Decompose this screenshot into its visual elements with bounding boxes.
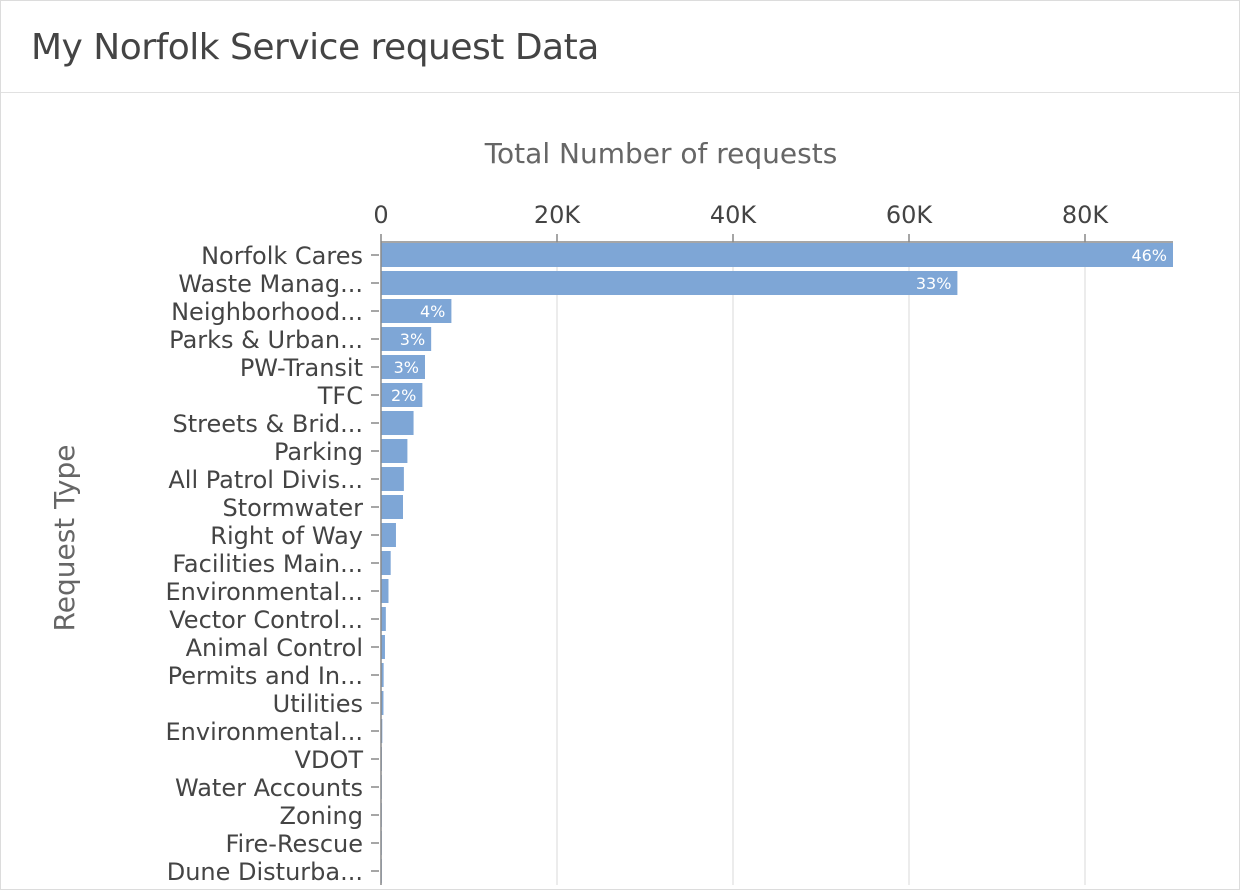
bar[interactable] bbox=[381, 523, 396, 547]
bar[interactable] bbox=[381, 327, 432, 351]
label-layer: Norfolk Cares 46% Waste Manag... 33% Neighbo… bbox=[165, 242, 1167, 886]
category-label: Facilities Main... bbox=[172, 550, 363, 578]
category-label: Stormwater bbox=[222, 494, 363, 522]
category-label: Dune Disturba... bbox=[167, 858, 363, 886]
bar-data-label: 33% bbox=[916, 274, 952, 293]
bar[interactable] bbox=[381, 635, 385, 659]
category-label: Waste Manag... bbox=[178, 270, 363, 298]
bar[interactable] bbox=[381, 467, 404, 491]
bar[interactable] bbox=[381, 243, 1173, 267]
category-label: Permits and In... bbox=[168, 662, 363, 690]
bar[interactable] bbox=[381, 439, 408, 463]
category-label: Vector Control... bbox=[169, 606, 363, 634]
bar[interactable] bbox=[381, 691, 384, 715]
category-label: Environmental... bbox=[165, 718, 363, 746]
category-label: Streets & Brid... bbox=[172, 410, 363, 438]
x-tick-label: 0 bbox=[373, 201, 388, 229]
category-label: Zoning bbox=[280, 802, 363, 830]
bar[interactable] bbox=[381, 271, 958, 295]
category-label: Parks & Urban... bbox=[169, 326, 363, 354]
bar[interactable] bbox=[381, 299, 452, 323]
category-label: All Patrol Divis... bbox=[168, 466, 363, 494]
bar-data-label: 2% bbox=[391, 386, 416, 405]
category-label: Water Accounts bbox=[175, 774, 363, 802]
category-label: TFC bbox=[317, 382, 363, 410]
category-label: PW-Transit bbox=[240, 354, 363, 382]
bar[interactable] bbox=[381, 411, 414, 435]
category-label: Environmental... bbox=[165, 578, 363, 606]
bar[interactable] bbox=[381, 495, 403, 519]
y-axis-title: Request Type bbox=[48, 445, 81, 632]
category-label: Parking bbox=[274, 438, 363, 466]
bar[interactable] bbox=[381, 551, 391, 575]
category-label: Norfolk Cares bbox=[201, 242, 363, 270]
category-label: Right of Way bbox=[210, 522, 363, 550]
category-label: Utilities bbox=[273, 690, 363, 718]
bar[interactable] bbox=[381, 355, 425, 379]
bar-data-label: 3% bbox=[400, 330, 425, 349]
category-label: VDOT bbox=[295, 746, 364, 774]
category-label: Animal Control bbox=[186, 634, 363, 662]
x-tick-label: 20K bbox=[534, 201, 582, 229]
bar-data-label: 4% bbox=[420, 302, 445, 321]
x-tick-label: 80K bbox=[1062, 201, 1110, 229]
bar-data-label: 3% bbox=[394, 358, 419, 377]
grid-layer bbox=[556, 242, 1086, 885]
bar[interactable] bbox=[381, 383, 423, 407]
axis-layer: 0 20K 40K 60K 80K bbox=[371, 201, 1173, 885]
x-axis-title: Total Number of requests bbox=[484, 137, 838, 170]
category-label: Fire-Rescue bbox=[225, 830, 363, 858]
x-tick-label: 40K bbox=[710, 201, 758, 229]
bar[interactable] bbox=[381, 607, 386, 631]
bar[interactable] bbox=[381, 579, 389, 603]
x-tick-label: 60K bbox=[886, 201, 934, 229]
card-title: My Norfolk Service request Data bbox=[31, 27, 599, 68]
bar[interactable] bbox=[381, 663, 384, 687]
bar-layer bbox=[381, 243, 1173, 883]
card-header: My Norfolk Service request Data bbox=[1, 1, 1239, 93]
category-label: Neighborhood... bbox=[171, 298, 363, 326]
bar-data-label: 46% bbox=[1131, 246, 1167, 265]
